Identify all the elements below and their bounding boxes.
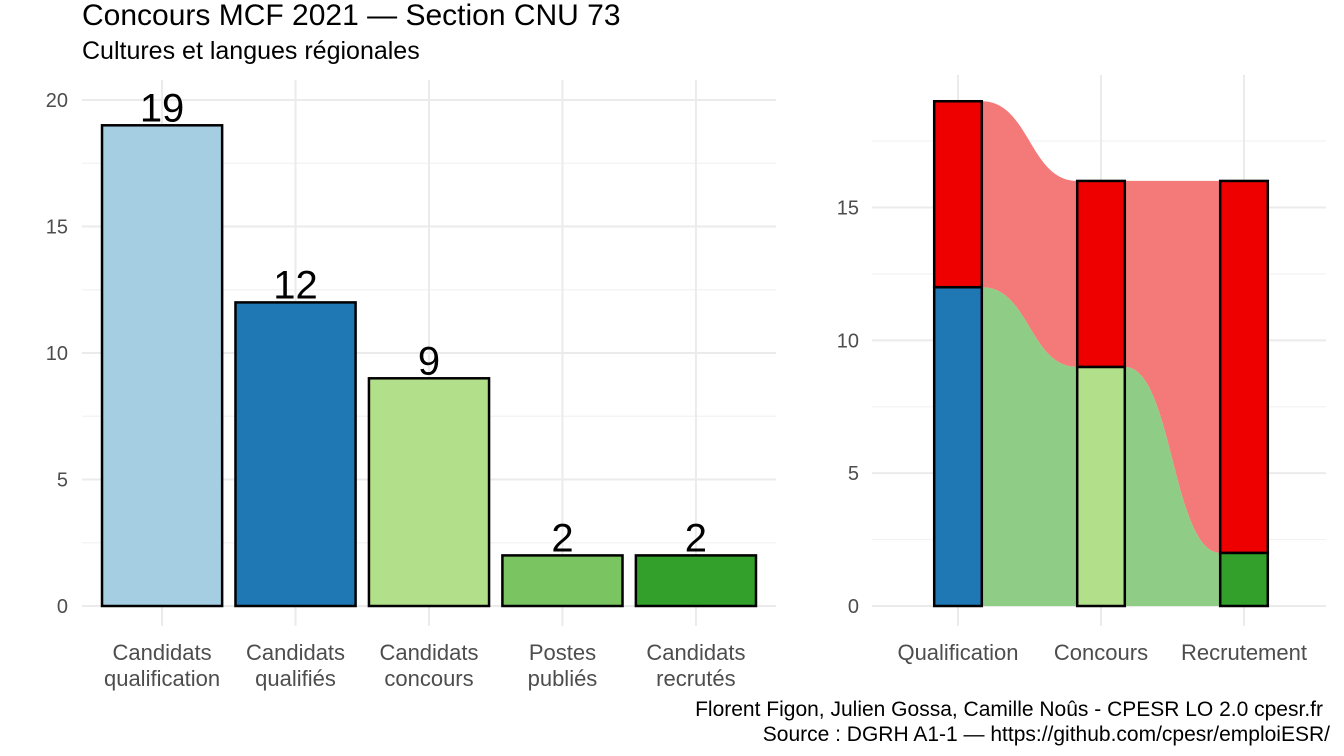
stack-bar-upper	[1218, 179, 1270, 555]
chart-subtitle: Cultures et langues régionales	[82, 37, 420, 65]
y-tick-label: 0	[848, 596, 859, 618]
bar	[367, 377, 491, 608]
y-tick-label: 20	[46, 90, 68, 112]
y-tick-label: 10	[46, 343, 68, 365]
bar	[100, 124, 224, 608]
y-tick-label: 5	[848, 463, 859, 485]
flow-ribbon	[1124, 366, 1221, 606]
bar-value-label: 19	[140, 86, 185, 130]
stack-bar-lower	[932, 285, 984, 608]
x-tick-label: Concours	[1054, 640, 1148, 665]
bar	[634, 554, 758, 608]
bar	[501, 554, 624, 608]
x-tick-label: recrutés	[656, 666, 735, 691]
y-tick-label: 0	[57, 596, 68, 618]
x-tick-label: qualification	[104, 666, 220, 691]
caption-authors: Florent Figon, Julien Gossa, Camille Noû…	[695, 698, 1323, 721]
x-tick-label: Qualification	[897, 640, 1018, 665]
flow-ribbon	[1124, 180, 1221, 553]
x-tick-label: Candidats	[246, 640, 345, 665]
x-tick-label: Candidats	[113, 640, 212, 665]
caption-source: Source : DGRH A1-1 — https://github.com/…	[763, 723, 1330, 746]
bar-value-label: 9	[418, 339, 440, 383]
x-tick-label: concours	[384, 666, 473, 691]
x-tick-label: qualifiés	[255, 666, 336, 691]
y-tick-label: 15	[46, 217, 68, 239]
bar-value-label: 2	[551, 516, 573, 560]
stack-bar-upper	[1075, 179, 1127, 369]
x-tick-label: Candidats	[379, 640, 478, 665]
chart-title: Concours MCF 2021 — Section CNU 73	[82, 0, 621, 32]
y-tick-label: 10	[837, 330, 859, 352]
x-tick-label: Recrutement	[1181, 640, 1307, 665]
bar-value-label: 2	[685, 516, 707, 560]
x-tick-label: Postes	[529, 640, 596, 665]
stack-bar-upper	[932, 99, 984, 289]
flow-ribbon	[981, 287, 1078, 606]
flow-ribbon	[981, 101, 1078, 367]
y-tick-label: 15	[837, 198, 859, 220]
x-tick-label: publiés	[528, 666, 598, 691]
bar	[234, 301, 357, 608]
right-alluvial-chart: 0 5 10 15 Qualification Concours Recrutement	[837, 75, 1326, 665]
x-tick-label: Candidats	[646, 640, 745, 665]
bar-value-label: 12	[273, 263, 318, 307]
stack-bar-lower	[1075, 365, 1127, 608]
stack-bar-lower	[1218, 551, 1270, 608]
y-tick-label: 5	[57, 470, 68, 492]
